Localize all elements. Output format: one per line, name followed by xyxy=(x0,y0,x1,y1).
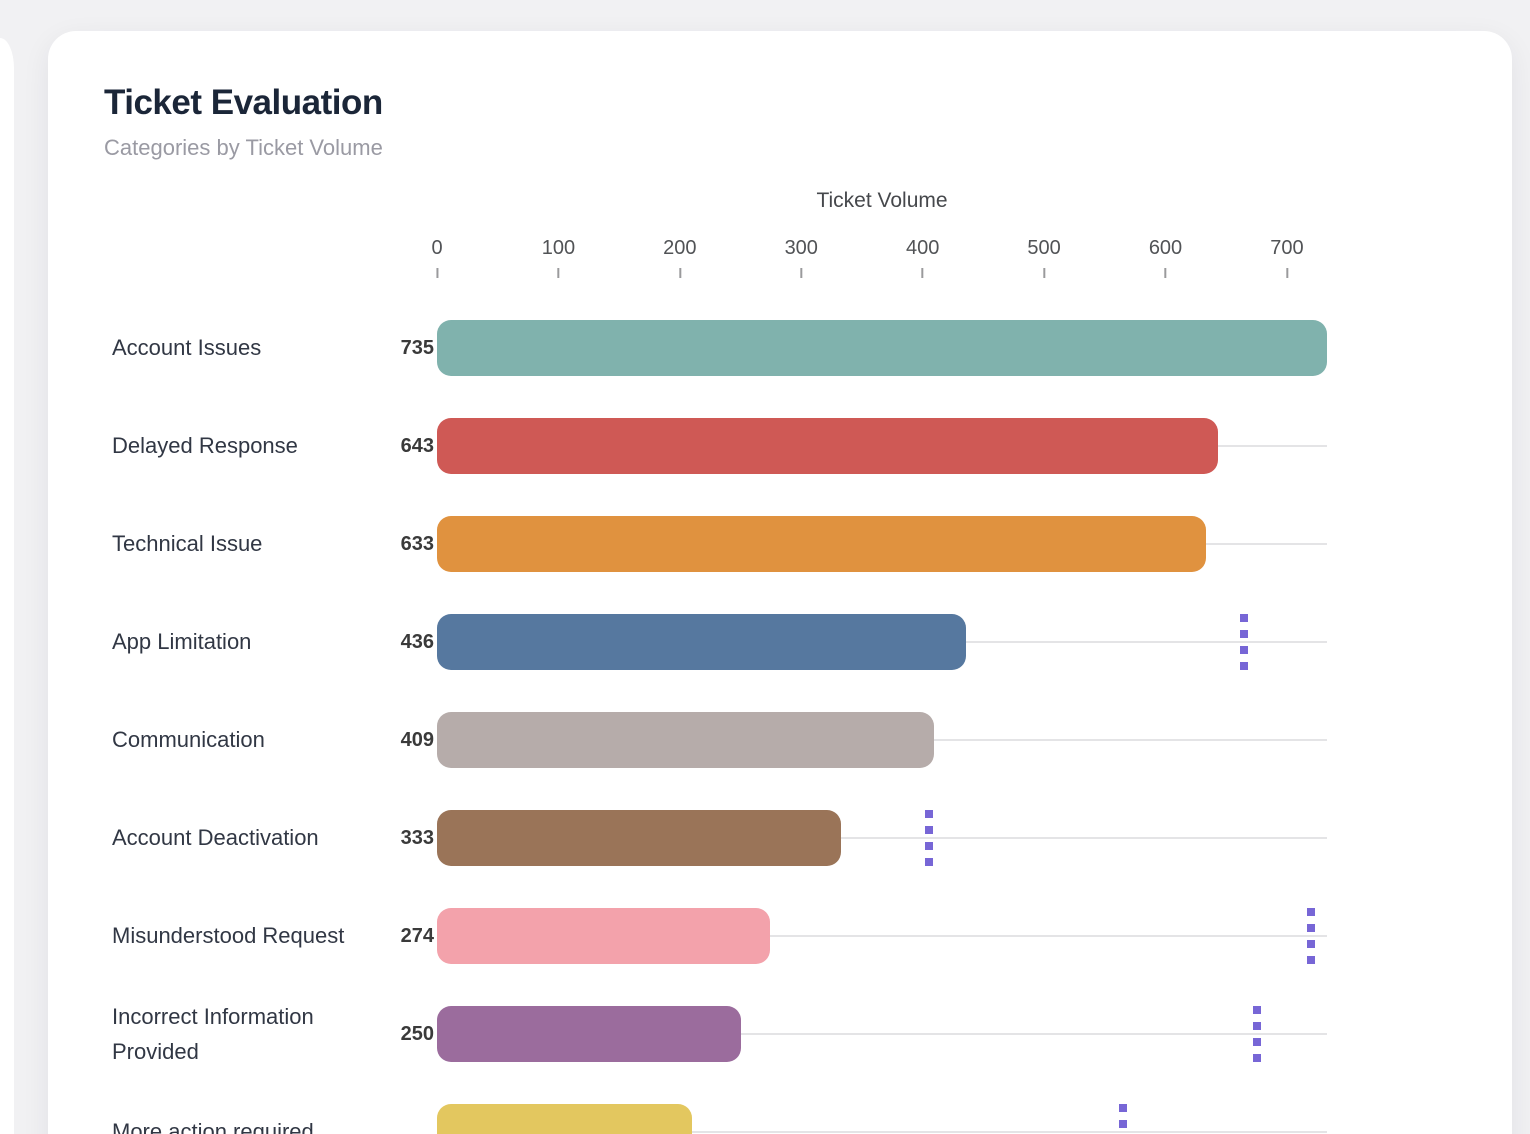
bar-row: More action required xyxy=(104,1083,1512,1134)
value-label: 409 xyxy=(400,728,434,751)
category-label: Account Issues xyxy=(112,335,262,361)
x-axis-tick: 400 xyxy=(906,237,939,278)
bar-chart: Ticket Volume 0 100 200 300 400 500 600 … xyxy=(104,175,1512,1134)
chart-card: Ticket Evaluation Categories by Ticket V… xyxy=(48,31,1512,1134)
tick-label: 400 xyxy=(905,237,940,259)
bar-track xyxy=(437,593,1327,691)
category-label: Incorrect Information Provided xyxy=(112,1003,314,1064)
page-title: Ticket Evaluation xyxy=(104,83,383,122)
benchmark-marker xyxy=(1252,1006,1261,1062)
value-label: 436 xyxy=(400,630,434,653)
bar-track xyxy=(437,299,1327,397)
bar-track xyxy=(437,397,1327,495)
gridline xyxy=(437,1033,1327,1035)
bar-track xyxy=(437,789,1327,887)
benchmark-marker xyxy=(1240,614,1249,670)
tick-label: 700 xyxy=(1270,237,1304,259)
bar-track xyxy=(437,887,1327,985)
x-axis-tick: 600 xyxy=(1149,237,1182,278)
bar[interactable] xyxy=(437,516,1206,572)
x-axis-tick: 200 xyxy=(663,237,697,278)
x-axis-tick: 500 xyxy=(1027,237,1061,278)
value-label: 633 xyxy=(400,532,434,555)
category-label: Communication xyxy=(112,727,265,753)
bar[interactable] xyxy=(437,810,842,866)
bar-row: Misunderstood Request 274 xyxy=(104,887,1512,985)
tick-mark xyxy=(557,268,560,278)
bar-track xyxy=(437,1083,1327,1134)
background-panel-edge xyxy=(0,38,14,1134)
bar-row: Incorrect Information Provided 250 xyxy=(104,985,1512,1083)
bar[interactable] xyxy=(437,418,1218,474)
bar-track xyxy=(437,985,1327,1083)
tick-label: 500 xyxy=(1027,237,1061,259)
category-label: Delayed Response xyxy=(112,433,298,459)
tick-mark xyxy=(1164,268,1167,278)
x-axis-tick: 0 xyxy=(431,237,443,278)
benchmark-marker xyxy=(1307,908,1316,964)
category-label: More action required xyxy=(112,1119,314,1134)
x-axis-ticks: 0 100 200 300 400 500 600 700 xyxy=(431,237,1327,287)
tick-label: 100 xyxy=(541,237,576,259)
bar-row: App Limitation 436 xyxy=(104,593,1512,691)
tick-label: 600 xyxy=(1148,237,1183,259)
value-label: 274 xyxy=(400,924,434,947)
tick-mark xyxy=(678,268,681,278)
value-label: 250 xyxy=(400,1022,434,1045)
bar-row: Communication 409 xyxy=(104,691,1512,789)
benchmark-marker xyxy=(924,810,933,866)
x-axis-tick: 100 xyxy=(542,237,575,278)
tick-label: 200 xyxy=(663,237,697,259)
x-axis-title: Ticket Volume xyxy=(816,189,948,212)
page-subtitle: Categories by Ticket Volume xyxy=(104,135,383,160)
value-label: 333 xyxy=(400,826,434,849)
bar-row: Account Issues 735 xyxy=(104,299,1512,397)
value-label: 735 xyxy=(400,336,434,359)
tick-mark xyxy=(921,268,924,278)
bar-track xyxy=(437,691,1327,789)
gridline xyxy=(437,837,1327,839)
tick-mark xyxy=(1285,268,1288,278)
bar[interactable] xyxy=(437,908,770,964)
category-label: Technical Issue xyxy=(112,531,263,557)
bar[interactable] xyxy=(437,614,967,670)
x-axis-tick: 700 xyxy=(1270,237,1304,278)
bar-row: Delayed Response 643 xyxy=(104,397,1512,495)
tick-mark xyxy=(1043,268,1046,278)
category-label: Account Deactivation xyxy=(112,825,319,851)
category-label: App Limitation xyxy=(112,629,252,655)
x-axis-tick: 300 xyxy=(785,237,818,278)
bar-rows: Account Issues 735 Delayed Response 643 … xyxy=(104,299,1512,1134)
tick-label: 300 xyxy=(784,237,818,259)
value-label: 643 xyxy=(400,434,434,457)
bar[interactable] xyxy=(437,712,934,768)
bar[interactable] xyxy=(437,1006,741,1062)
benchmark-marker xyxy=(1119,1104,1128,1134)
category-label: Misunderstood Request xyxy=(112,923,345,949)
bar[interactable] xyxy=(437,320,1327,376)
tick-mark xyxy=(800,268,803,278)
bar[interactable] xyxy=(437,1104,692,1134)
gridline xyxy=(437,935,1327,937)
gridline xyxy=(437,1131,1327,1133)
bar-track xyxy=(437,495,1327,593)
x-axis: Ticket Volume 0 100 200 300 400 500 600 … xyxy=(104,175,1512,287)
tick-label: 0 xyxy=(431,237,443,259)
bar-row: Technical Issue 633 xyxy=(104,495,1512,593)
bar-row: Account Deactivation 333 xyxy=(104,789,1512,887)
tick-mark xyxy=(436,268,438,278)
